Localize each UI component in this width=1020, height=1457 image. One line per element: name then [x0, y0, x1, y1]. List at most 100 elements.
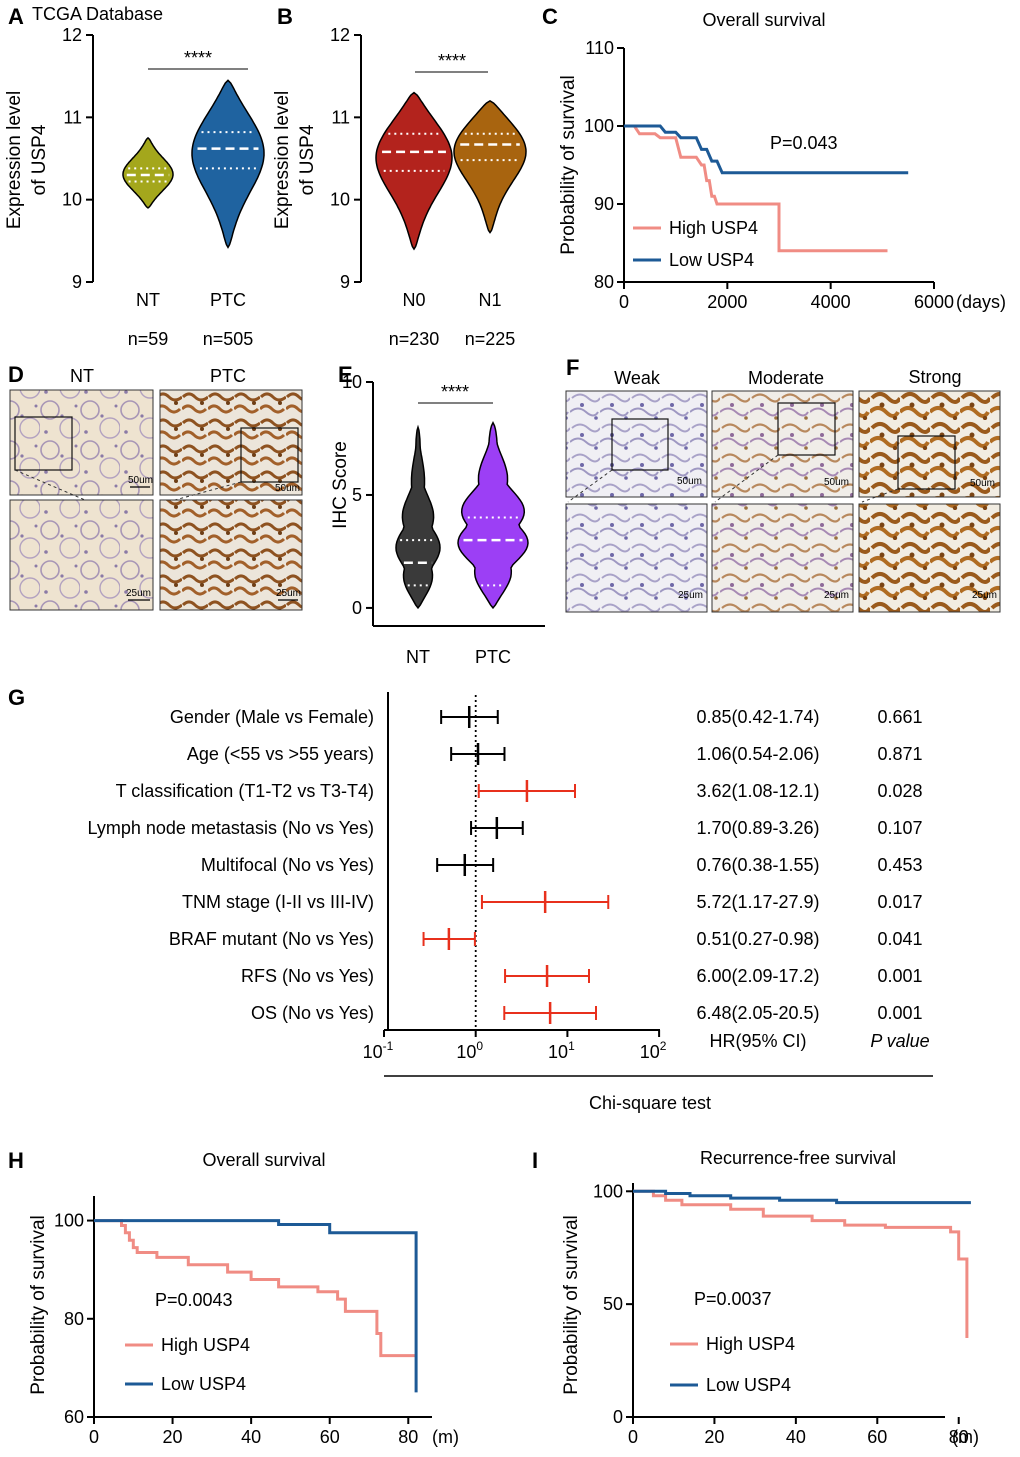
panel-a-ylabel-line2: of USP4 — [29, 124, 50, 195]
h-ytick-label-0: 60 — [64, 1407, 84, 1427]
a-xlabel-nt: NT — [136, 290, 160, 310]
a-violin-ptc — [191, 79, 265, 249]
ihc-weak-overview — [565, 390, 708, 498]
g-xtick-label-0: 10-1 — [363, 1039, 394, 1062]
panel-e-sig-stars: **** — [441, 382, 469, 402]
a-violin-nt — [122, 136, 174, 209]
ihc-strong-zoom-guide — [861, 488, 899, 503]
g-p-text-7: 0.001 — [877, 966, 922, 986]
h-xtick-label-1: 20 — [163, 1427, 183, 1447]
a-ytick-label-3: 12 — [62, 25, 82, 45]
panel-d-col-nt: NT — [70, 366, 94, 386]
i-pvalue: P=0.0037 — [694, 1289, 772, 1309]
c-ytick-label-1: 90 — [594, 194, 614, 214]
i-xtick-label-0: 0 — [628, 1427, 638, 1447]
g-ci-text-6: 0.51(0.27-0.98) — [696, 929, 819, 949]
h-curve-high — [94, 1219, 417, 1358]
panel-i: I Recurrence-free survival Probability o… — [532, 1148, 979, 1447]
panel-a-title: TCGA Database — [32, 4, 163, 24]
e-xlabel-nt: NT — [406, 647, 430, 667]
ihc-nt-overview — [9, 389, 154, 496]
panel-e: E IHC Score 0 5 10 NT PTC **** — [330, 362, 545, 667]
e-ytick-label-2: 10 — [342, 372, 362, 392]
panel-c-ylabel: Probability of survival — [558, 75, 579, 255]
g-row-label-6: BRAF mutant (No vs Yes) — [169, 929, 374, 949]
h-ytick-label-2: 100 — [54, 1211, 84, 1231]
h-curve-low — [94, 1219, 418, 1393]
i-legend-label-high: High USP4 — [706, 1334, 795, 1354]
panel-h: H Overall survival Probability of surviv… — [8, 1148, 459, 1447]
g-ci-text-0: 0.85(0.42-1.74) — [696, 707, 819, 727]
i-curve-low — [633, 1189, 971, 1205]
ihc-ptc-overview — [159, 389, 303, 496]
g-ci-text-2: 3.62(1.08-12.1) — [696, 781, 819, 801]
e-violin-ptc — [457, 420, 529, 610]
i-x-unit: (m) — [952, 1427, 979, 1447]
c-xtick-label-2: 4000 — [811, 292, 851, 312]
panel-b-sig-stars: **** — [438, 51, 466, 71]
panel-h-ylabel: Probability of survival — [28, 1215, 49, 1395]
panel-label-c: C — [542, 4, 558, 29]
c-xtick-label-0: 0 — [619, 292, 629, 312]
e-violin-nt — [395, 424, 441, 610]
panel-label-d: D — [8, 362, 24, 387]
b-violin-n1 — [453, 100, 527, 234]
h-pvalue: P=0.0043 — [155, 1290, 233, 1310]
panel-d-col-ptc: PTC — [210, 366, 246, 386]
g-ci-text-7: 6.00(2.09-17.2) — [696, 966, 819, 986]
b-n-label-n1: n=225 — [465, 329, 516, 349]
a-xlabel-ptc: PTC — [210, 290, 246, 310]
g-ci-text-5: 5.72(1.17-27.9) — [696, 892, 819, 912]
g-row-label-5: TNM stage (I-II vs III-IV) — [182, 892, 374, 912]
h-xtick-label-2: 40 — [241, 1427, 261, 1447]
i-legend-label-low: Low USP4 — [706, 1375, 791, 1395]
panel-f: F Weak Moderate Strong 50um 50um 50um 25… — [565, 355, 1001, 613]
panel-label-h: H — [8, 1148, 24, 1173]
c-pvalue: P=0.043 — [770, 133, 838, 153]
ihc-moderate-zoom — [711, 503, 854, 613]
c-ytick-label-2: 100 — [584, 116, 614, 136]
g-xtick-label-3: 102 — [640, 1039, 667, 1062]
panel-label-e: E — [338, 362, 353, 387]
ihc-ptc-zoom-box — [240, 427, 299, 483]
ihc-moderate-overview — [711, 390, 854, 498]
c-curve-low — [624, 124, 909, 175]
panel-e-ylabel: IHC Score — [330, 441, 351, 529]
ihc-weak-zoom-box — [611, 418, 669, 471]
panel-f-col-moderate: Moderate — [748, 368, 824, 388]
panel-f-col-strong: Strong — [908, 367, 961, 387]
ihc-nt-zoom-box — [14, 416, 73, 471]
h-legend-label-high: High USP4 — [161, 1335, 250, 1355]
c-ytick-label-3: 110 — [585, 38, 614, 58]
a-n-label-ptc: n=505 — [203, 329, 254, 349]
panel-h-title: Overall survival — [202, 1150, 325, 1170]
panel-label-b: B — [277, 4, 293, 29]
panel-c-title: Overall survival — [702, 10, 825, 30]
panel-b-ylabel-line1: Expression level — [272, 91, 293, 229]
b-xlabel-n1: N1 — [478, 290, 501, 310]
ihc-strong-scale-top: 50um — [970, 478, 995, 489]
panel-g-footer: Chi-square test — [589, 1093, 711, 1113]
ihc-weak-zoom — [565, 503, 708, 613]
i-xtick-label-1: 20 — [704, 1427, 724, 1447]
ihc-moderate-scale-bottom: 25um — [824, 590, 849, 601]
h-xtick-label-0: 0 — [89, 1427, 99, 1447]
ihc-ptc-scale-top: 50um — [275, 483, 300, 494]
ihc-strong-scale-bottom: 25um — [972, 590, 997, 601]
c-legend-label-low: Low USP4 — [669, 250, 754, 270]
ihc-moderate-scale-top: 50um — [824, 477, 849, 488]
ihc-nt-scale-top: 50um — [128, 475, 153, 486]
b-ytick-label-3: 12 — [330, 25, 350, 45]
ihc-moderate-zoom-guide — [714, 454, 779, 503]
b-ytick-label-1: 10 — [330, 190, 350, 210]
i-curve-high — [633, 1189, 969, 1338]
panel-f-col-weak: Weak — [614, 368, 661, 388]
g-row-label-8: OS (No vs Yes) — [251, 1003, 374, 1023]
b-xlabel-n0: N0 — [402, 290, 425, 310]
g-row-label-1: Age (<55 vs >55 years) — [187, 744, 374, 764]
g-p-text-2: 0.028 — [877, 781, 922, 801]
ihc-nt-zoom — [9, 499, 154, 611]
h-x-unit: (m) — [432, 1427, 459, 1447]
ihc-ptc-zoom — [159, 499, 303, 611]
c-x-unit: (days) — [956, 292, 1006, 312]
